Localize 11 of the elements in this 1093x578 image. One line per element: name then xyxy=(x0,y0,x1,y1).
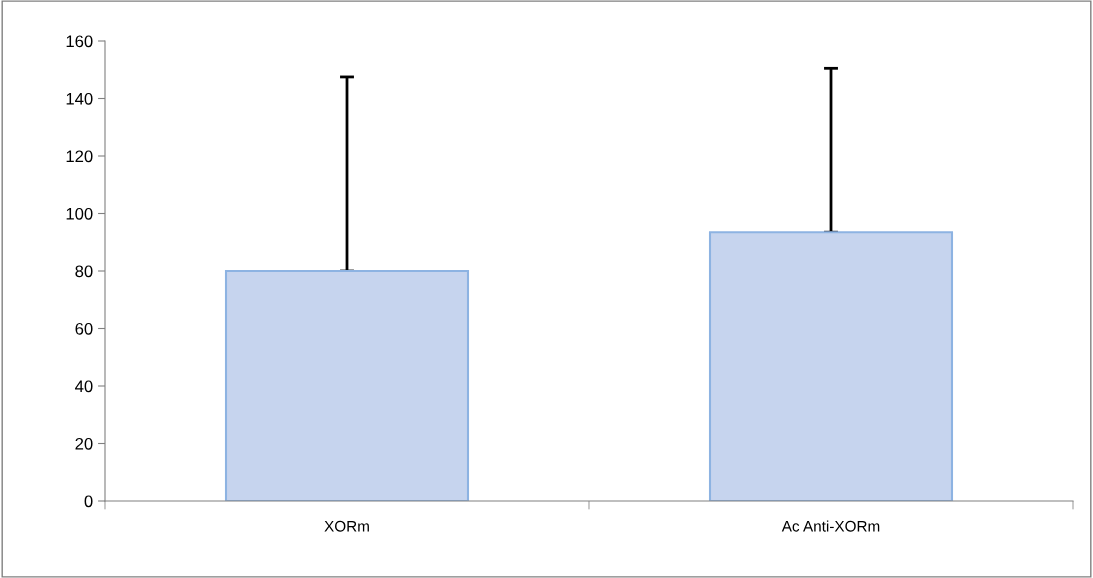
y-tick-label: 120 xyxy=(66,150,93,163)
y-tick-label: 100 xyxy=(66,207,93,220)
y-tick-label: 60 xyxy=(75,322,93,335)
y-tick-label: 20 xyxy=(75,437,93,450)
x-tick-label: Ac Anti-XORm xyxy=(781,520,880,532)
y-tick-label: 0 xyxy=(84,495,93,508)
y-tick-label: 80 xyxy=(75,265,93,278)
y-tick-label: 140 xyxy=(66,92,93,105)
y-tick-label: 160 xyxy=(66,35,93,48)
y-tick-label: 40 xyxy=(75,380,93,393)
x-tick-label: XORm xyxy=(324,520,369,532)
